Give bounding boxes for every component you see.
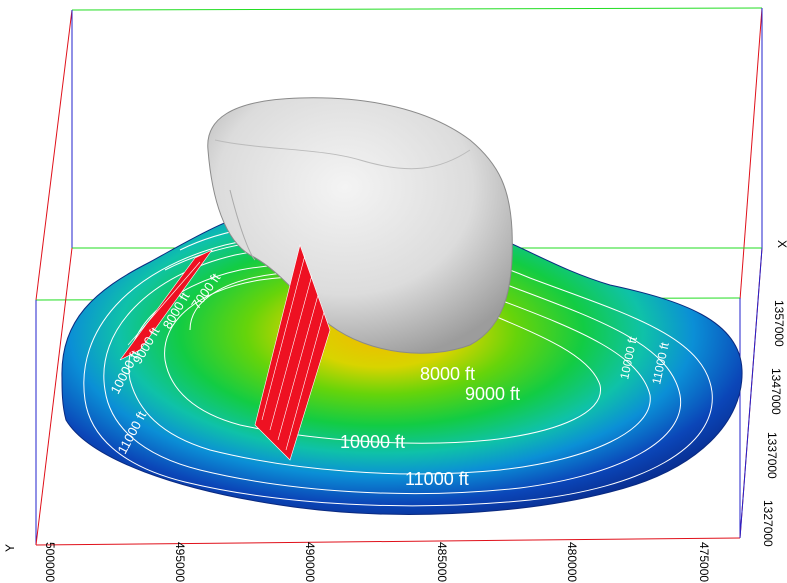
contour-label: 9000 ft — [465, 384, 520, 404]
y-axis-tick: 475000 — [697, 542, 711, 582]
x-axis-tick: 1337000 — [765, 432, 779, 479]
y-axis-tick: 500000 — [43, 542, 57, 582]
x-axis-tick: 1327000 — [761, 500, 775, 547]
x-axis-tick: 1357000 — [772, 300, 786, 347]
y-axis-label: Y — [3, 544, 17, 552]
salt-dome — [207, 97, 513, 354]
x-axis-label: X — [775, 240, 787, 248]
contour-label: 11000 ft — [405, 469, 469, 489]
x-axis: X 1357000 1347000 1337000 1327000 — [761, 240, 787, 547]
fault-plane-right — [254, 243, 331, 461]
contour-label: 8000 ft — [420, 364, 475, 384]
x-axis-tick: 1347000 — [769, 368, 783, 415]
y-axis: Y 500000 495000 490000 485000 480000 475… — [3, 542, 711, 582]
contour-label: 10000 ft — [340, 432, 405, 452]
fault-plane-left — [119, 249, 213, 361]
y-axis-tick: 490000 — [303, 542, 317, 582]
y-axis-tick: 495000 — [173, 542, 187, 582]
fault-planes — [119, 243, 331, 461]
y-axis-tick: 480000 — [565, 542, 579, 582]
y-axis-tick: 485000 — [435, 542, 449, 582]
